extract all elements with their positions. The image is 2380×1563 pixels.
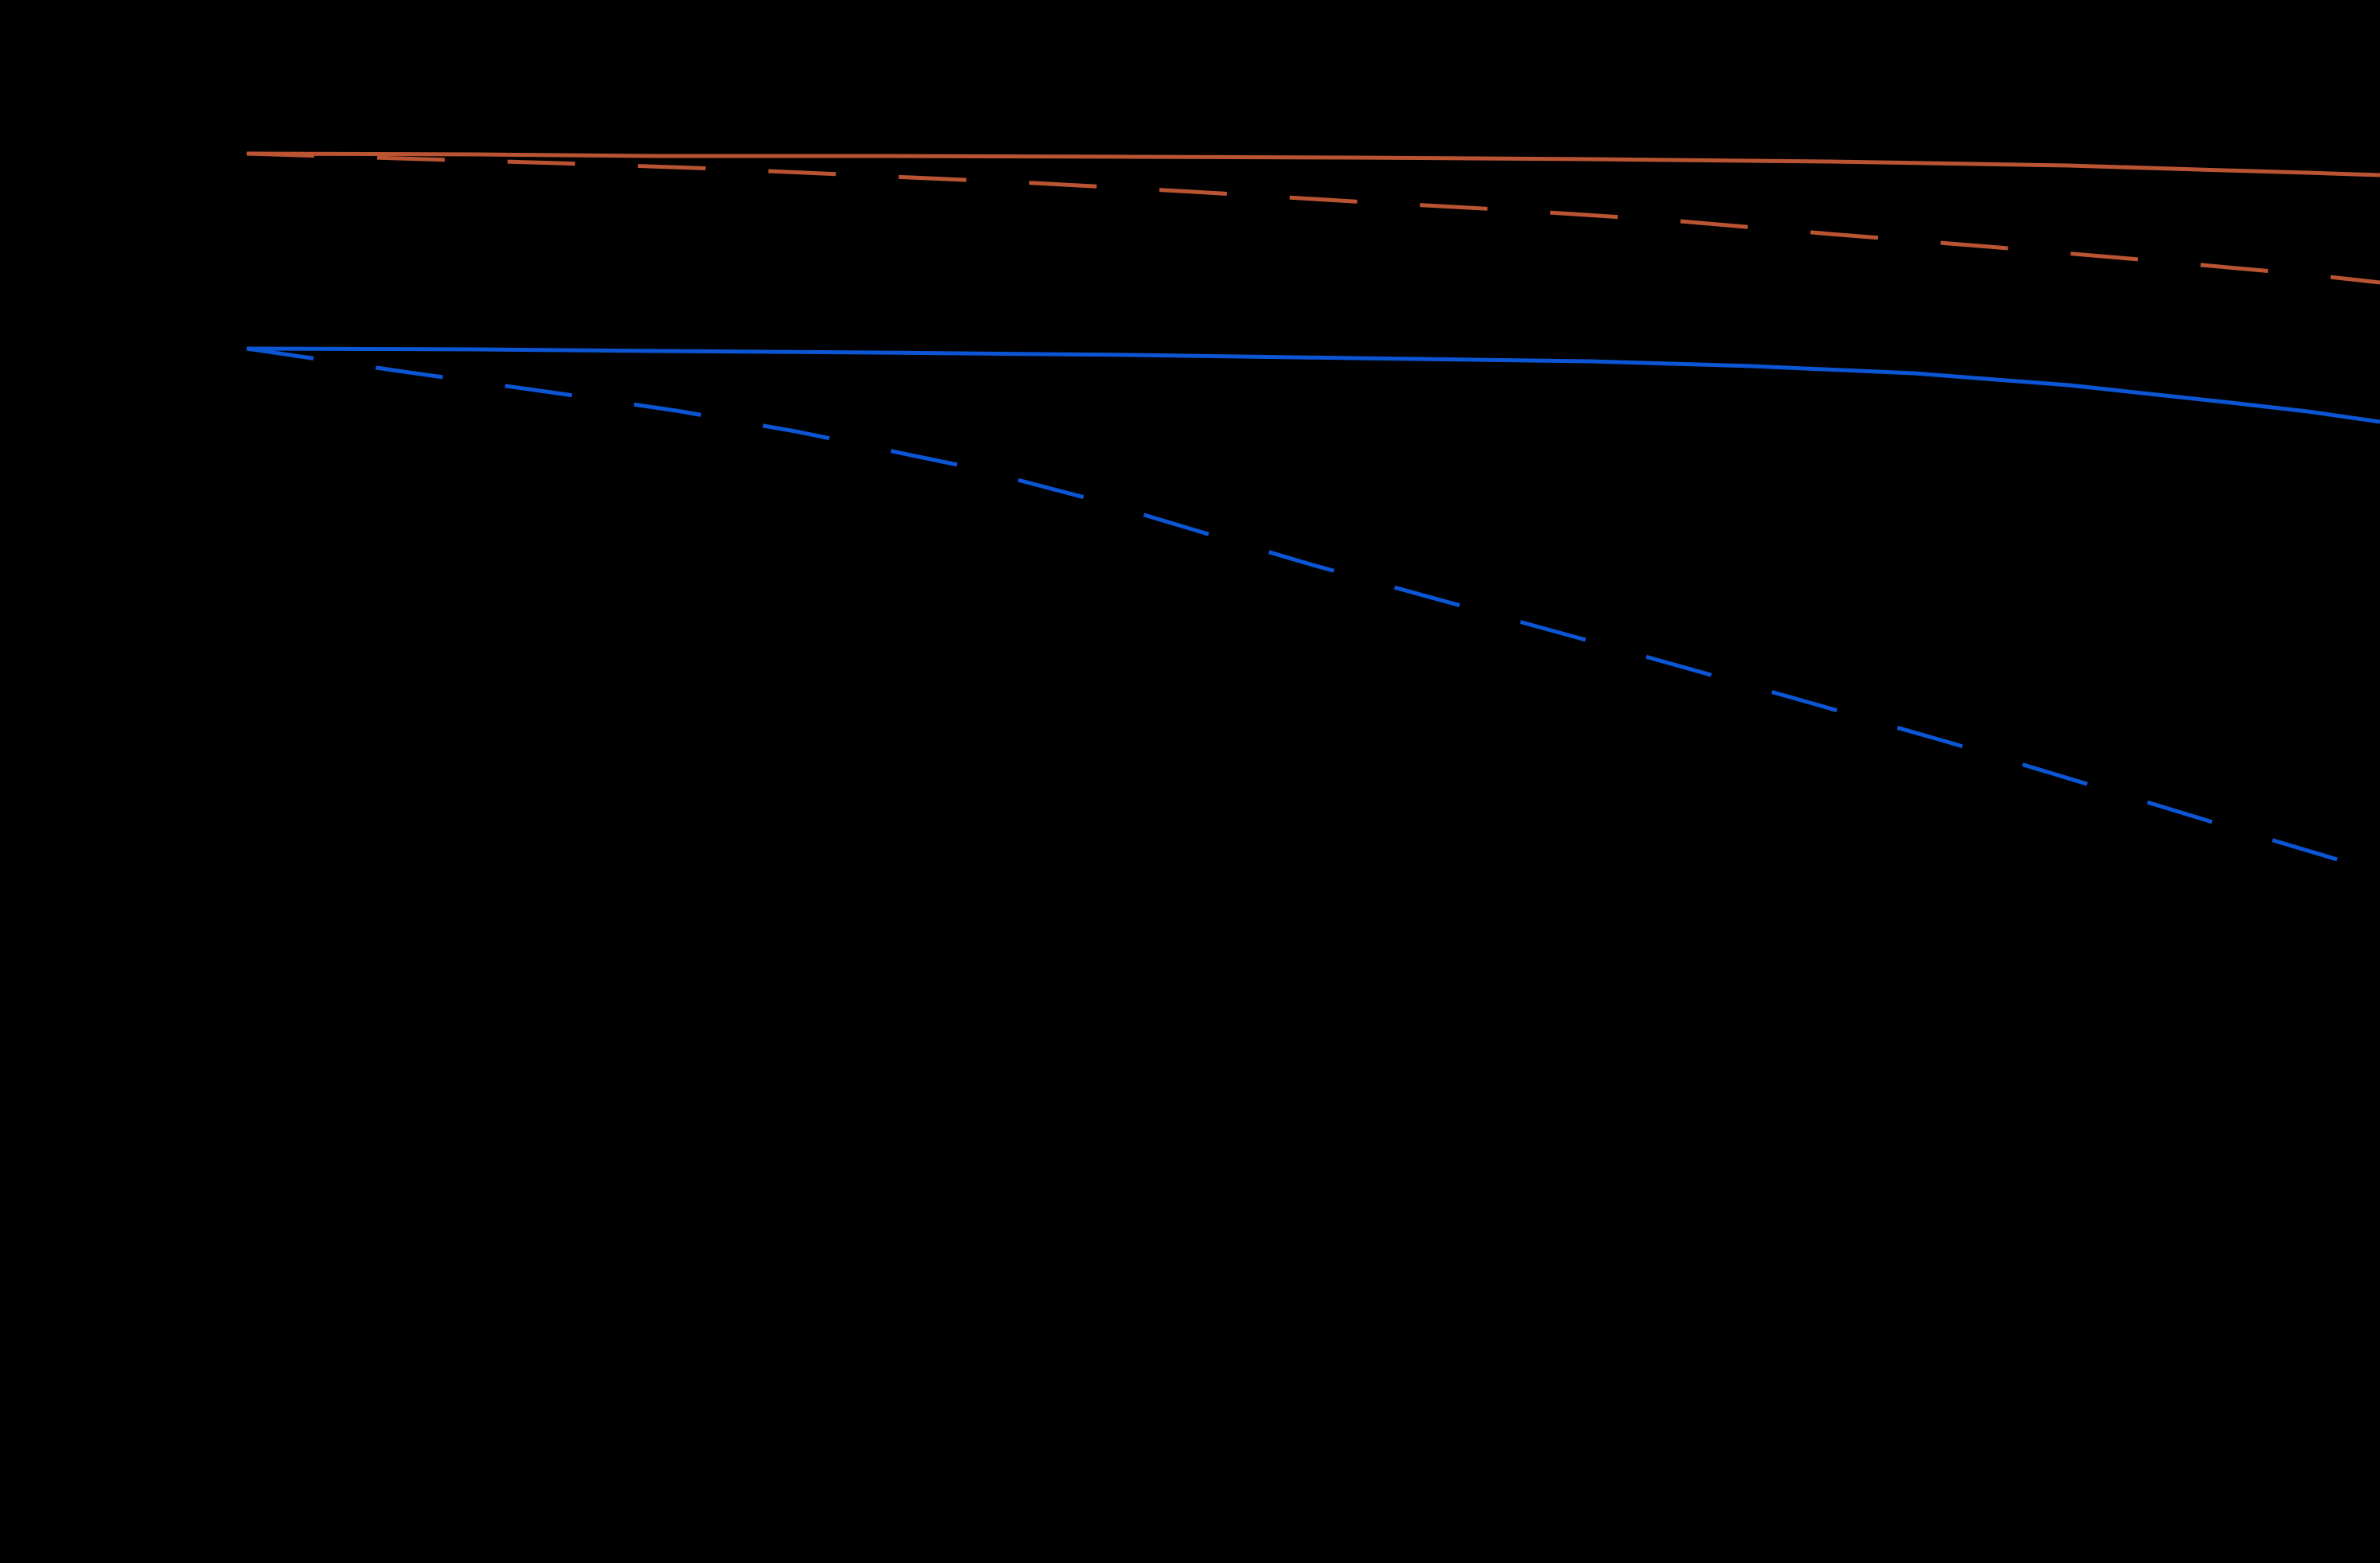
- blue-dashed-line: [246, 346, 2380, 875]
- orange-solid-line: [246, 151, 2380, 177]
- orange-dashed-line: [246, 151, 2380, 285]
- blue-solid-line: [246, 346, 2380, 424]
